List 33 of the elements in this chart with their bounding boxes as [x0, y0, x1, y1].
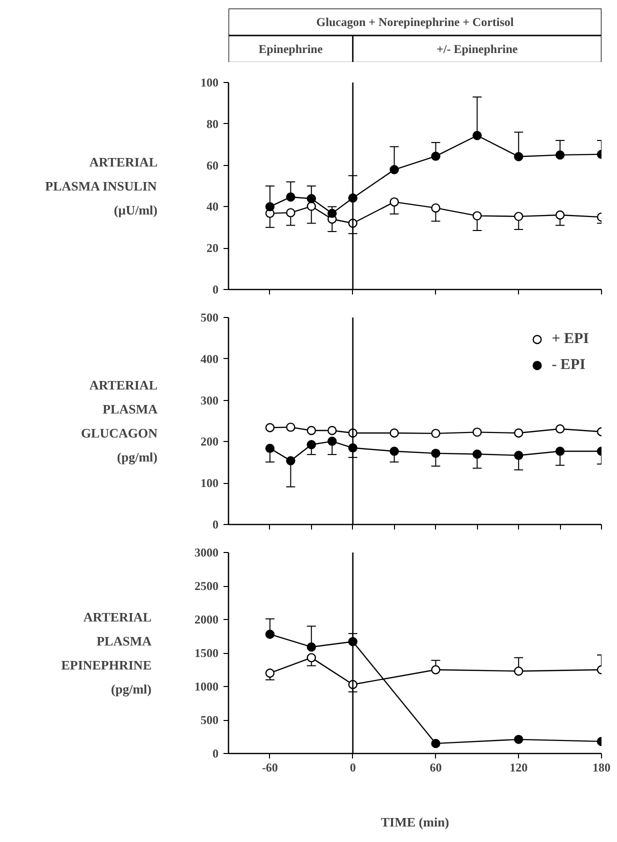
y-tick-label: 80 [206, 116, 218, 131]
y-tick-label: 500 [200, 713, 218, 727]
y-tick-label: 60 [206, 158, 218, 172]
x-tick-label: 0 [350, 760, 356, 774]
y-axis-title: ARTERIAL PLASMA EPINEPHRINE (pg/ml) [61, 610, 152, 696]
x-tick-label: 180 [592, 760, 610, 774]
y-tick-label: 1000 [194, 680, 218, 694]
y-tick-label: 0 [212, 746, 218, 760]
y-tick-label: 0 [212, 518, 218, 532]
y-tick-label: 0 [212, 282, 218, 296]
legend-label: + EPI [552, 330, 589, 348]
x-tick-label: 60 [430, 760, 442, 774]
y-tick-label: 500 [200, 310, 218, 324]
x-axis-title: TIME (min) [380, 814, 450, 830]
y-tick-label: 300 [200, 393, 218, 408]
y-axis-title: ARTERIAL PLASMA INSULIN (µU/ml) [45, 154, 158, 218]
y-tick-label: 3000 [194, 546, 218, 560]
y-tick-label: 2000 [194, 612, 218, 626]
y-tick-label: 2500 [194, 579, 218, 593]
y-tick-label: 1500 [194, 646, 218, 660]
chart-title: Glucagon + Norepinephrine + Cortisol [316, 15, 514, 29]
text: +/- Epinephrine [436, 42, 518, 56]
y-tick-label: 200 [200, 434, 218, 449]
y-tick-label: 40 [206, 200, 218, 214]
legend-label: - EPI [552, 356, 586, 374]
y-tick-label: 100 [200, 76, 218, 90]
y-tick-label: 20 [206, 241, 218, 256]
x-tick-label: 120 [510, 760, 528, 774]
y-tick-label: 100 [200, 476, 218, 490]
text: Epinephrine [258, 42, 324, 56]
y-axis-title: ARTERIAL PLASMA GLUCAGON (pg/ml) [80, 378, 158, 464]
x-tick-label: -60 [262, 760, 278, 774]
y-tick-label: 400 [200, 352, 218, 366]
